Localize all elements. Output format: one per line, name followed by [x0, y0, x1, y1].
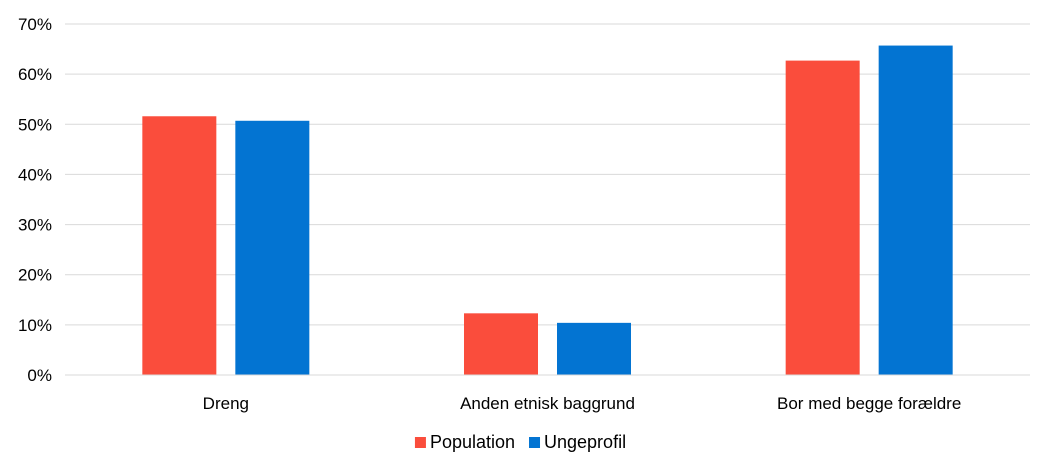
legend-label-population: Population: [430, 432, 515, 452]
x-axis-category-labels: Dreng Anden etnisk baggrund Bor med begge …: [203, 394, 962, 413]
legend: Population Ungeprofil: [414, 432, 626, 452]
legend-swatch-ungeprofil: [529, 437, 541, 448]
y-tick-label: 40%: [18, 165, 52, 184]
y-tick-label: 50%: [18, 115, 52, 134]
x-category-label: Bor med begge forældre: [777, 394, 961, 413]
y-tick-label: 20%: [18, 266, 52, 285]
bar-ungeprofil-1: [235, 120, 310, 375]
x-category-label: Dreng: [203, 394, 249, 413]
y-tick-label: 60%: [18, 65, 52, 84]
bar-ungeprofil-2: [557, 322, 631, 375]
y-tick-label: 0%: [27, 366, 52, 385]
bar-population-2: [464, 313, 538, 375]
y-tick-label: 70%: [18, 15, 52, 34]
y-axis-tick-labels: 0% 10% 20% 30% 40% 50% 60% 70%: [18, 15, 52, 385]
legend-label-ungeprofil: Ungeprofil: [544, 432, 626, 452]
bars: [142, 45, 953, 376]
y-tick-label: 30%: [18, 216, 52, 235]
y-tick-label: 10%: [18, 316, 52, 335]
gridlines: [65, 23, 1030, 326]
bar-population-3: [785, 60, 860, 376]
bar-population-1: [142, 116, 217, 376]
legend-swatch-population: [414, 437, 426, 448]
bar-ungeprofil-3: [878, 45, 953, 375]
x-category-label: Anden etnisk baggrund: [460, 394, 635, 413]
